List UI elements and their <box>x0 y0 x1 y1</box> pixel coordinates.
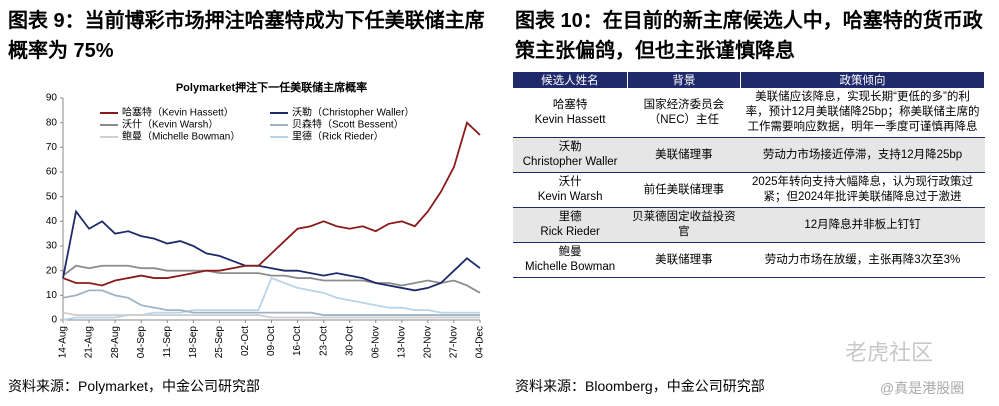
x-tick-label: 21-Aug <box>84 326 95 358</box>
series-line <box>62 311 480 319</box>
source: 资料来源：Bloomberg，中金公司研究部 <box>515 378 765 394</box>
x-tick-label: 30-Oct <box>344 326 355 356</box>
name-cell: 沃勒 Christopher Waller <box>513 137 628 173</box>
y-tick-label: 50 <box>46 191 58 202</box>
y-tick-label: 0 <box>51 315 57 326</box>
legend-label: 贝森特（Scott Bessent） <box>292 118 404 131</box>
table-row: 沃勒 Christopher Waller 美联储理事 劳动力市场接近停滞，支持12月… <box>513 137 985 173</box>
x-tick-label: 14-Aug <box>58 326 69 358</box>
watermark: 老虎社区 <box>845 340 934 365</box>
name-line: Michelle Bowman <box>525 261 616 273</box>
legend-label: 哈塞特（Kevin Hassett） <box>122 106 234 119</box>
table-cell: 12月降息并非板上钉钉 <box>740 207 985 243</box>
name-line: 鲍曼 <box>558 246 582 258</box>
table-row: 里德 Rick Rieder 贝莱德固定收益投资官 12月降息并非板上钉钉 <box>513 207 985 243</box>
name-cell: 鲍曼 Michelle Bowman <box>513 242 628 278</box>
table-row: 沃什 Kevin Warsh 前任美联储理事 2025年转向支持大幅降息，认为现行政策… <box>513 172 985 208</box>
header-cell: 候选人姓名 <box>513 72 628 88</box>
name-line: 沃什 <box>558 176 582 188</box>
x-tick-label: 25-Sep <box>214 326 225 359</box>
table-cell: 美联储理事 <box>627 137 741 173</box>
y-tick-label: 20 <box>46 265 58 276</box>
header-cell: 背景 <box>627 72 742 88</box>
name-line: 沃勒 <box>558 141 582 153</box>
chart: Polymarket押注下一任美联储主席概率 0 10 20 30 40 50 60 70 80 9… <box>46 80 486 359</box>
source: 资料来源：Polymarket，中金公司研究部 <box>8 378 261 394</box>
name-line: Christopher Waller <box>522 156 618 168</box>
table-cell: 美联储应该降息，实现长期“更低的多”的利率，预计12月美联储降25bp；称美联储… <box>740 88 985 138</box>
figure-title: 图表 10：在目前的新主席候选人中，哈塞特的货币政策主张偏鸽，但也主张谨慎降息 <box>515 10 983 62</box>
name-cell: 里德 Rick Rieder <box>513 207 628 243</box>
chart-title: Polymarket押注下一任美联储主席概率 <box>176 80 367 94</box>
name-line: Kevin Hassett <box>534 113 606 126</box>
legend-label: 鲍曼（Michelle Bowman） <box>122 130 240 143</box>
series-line <box>62 276 480 321</box>
y-tick-label: 70 <box>46 142 58 153</box>
name-line: 里德 <box>558 211 582 223</box>
x-tick-label: 06-Nov <box>370 326 381 358</box>
header-cell: 政策倾向 <box>740 72 985 88</box>
y-tick-label: 80 <box>46 117 58 128</box>
table-row: 哈塞特 Kevin Hassett 国家经济委员会（NEC）主任 美联储应该降息，实现… <box>513 88 985 138</box>
table-cell: 前任美联储理事 <box>627 172 741 208</box>
name-cell: 哈塞特 Kevin Hassett <box>513 88 628 138</box>
table-cell: 国家经济委员会（NEC）主任 <box>627 88 741 138</box>
name-line: Rick Rieder <box>540 226 600 238</box>
y-tick-label: 90 <box>46 93 58 104</box>
table-cell: 劳动力市场接近停滞，支持12月降25bp <box>740 137 985 173</box>
x-tick-label: 09-Oct <box>266 326 277 356</box>
x-tick-label: 18-Sep <box>188 326 199 359</box>
legend-label: 里德（Rick Rieder） <box>292 130 384 143</box>
series-line <box>62 289 480 316</box>
table-cell: 贝莱德固定收益投资官 <box>627 207 741 243</box>
table-cell: 劳动力市场在放缓，主张再降3次至3% <box>740 242 985 278</box>
name-cell: 沃什 Kevin Warsh <box>513 172 628 208</box>
x-tick-label: 13-Nov <box>396 326 407 358</box>
legend-label: 沃什（Kevin Warsh） <box>122 119 218 131</box>
x-tick-label: 27-Nov <box>449 326 460 358</box>
y-tick-label: 10 <box>46 290 58 301</box>
x-tick-label: 16-Oct <box>292 326 303 356</box>
x-tick-label: 23-Oct <box>318 326 329 356</box>
name-line: Kevin Warsh <box>537 191 603 203</box>
table-cell: 2025年转向支持大幅降息，认为现行政策过紧；但2024年批评美联储降息过于激进 <box>740 172 985 208</box>
legend-label: 沃勒（Christopher Waller） <box>292 106 414 119</box>
watermark: @真是港股圈 <box>880 380 965 396</box>
series-line <box>62 121 481 287</box>
series-line <box>62 209 481 292</box>
x-tick-label: 20-Nov <box>423 326 434 358</box>
table: 候选人姓名 背景 政策倾向哈塞特 Kevin Hassett 国家经济委员会（NEC）主… <box>513 72 985 278</box>
table-cell: 美联储理事 <box>627 242 741 278</box>
x-tick-label: 04-Dec <box>475 326 486 358</box>
x-tick-label: 28-Aug <box>110 326 121 358</box>
x-tick-label: 11-Sep <box>162 326 173 358</box>
name-line: 哈塞特 <box>552 98 588 111</box>
series-line <box>62 264 481 294</box>
y-tick-label: 40 <box>46 216 58 227</box>
y-tick-label: 30 <box>46 241 58 252</box>
figure-title: 图表 9：当前博彩市场押注哈塞特成为下任美联储主席概率为 75% <box>8 10 485 62</box>
x-tick-label: 02-Oct <box>240 326 251 356</box>
table-row: 鲍曼 Michelle Bowman 美联储理事 劳动力市场在放缓，主张再降3次至3% <box>513 242 985 278</box>
x-tick-label: 04-Sep <box>136 326 147 359</box>
y-tick-label: 60 <box>46 167 58 178</box>
